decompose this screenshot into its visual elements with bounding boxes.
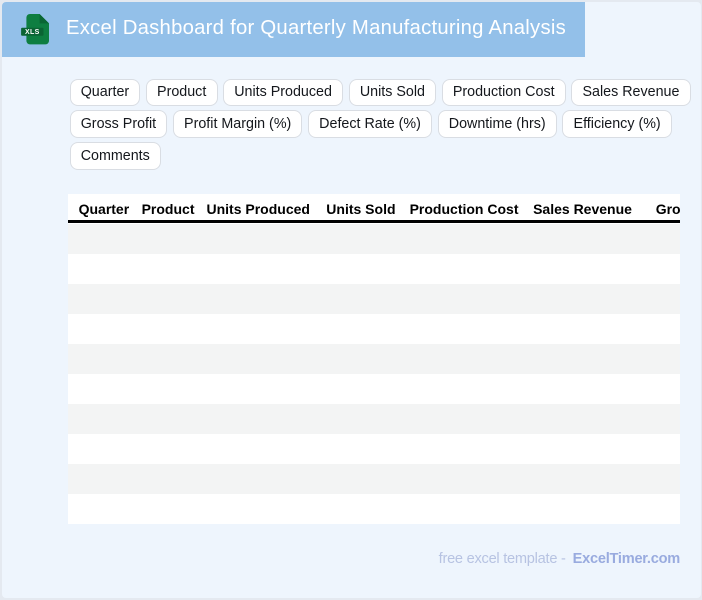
svg-text:XLS: XLS: [25, 29, 40, 36]
